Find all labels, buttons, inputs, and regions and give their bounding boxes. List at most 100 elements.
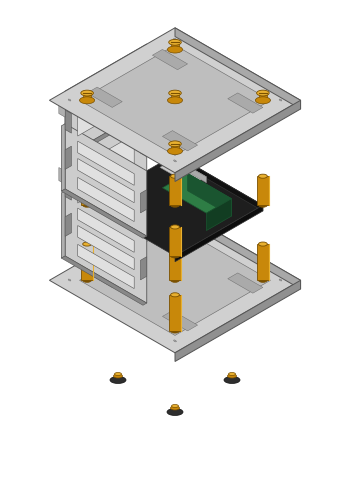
Ellipse shape xyxy=(170,406,180,410)
Polygon shape xyxy=(228,273,263,293)
Polygon shape xyxy=(171,42,179,49)
Ellipse shape xyxy=(170,203,180,207)
Ellipse shape xyxy=(167,408,183,415)
Polygon shape xyxy=(65,109,150,159)
Polygon shape xyxy=(87,154,263,256)
Polygon shape xyxy=(65,146,71,169)
Ellipse shape xyxy=(170,225,180,229)
Ellipse shape xyxy=(170,191,180,196)
Polygon shape xyxy=(175,28,301,109)
Ellipse shape xyxy=(68,99,71,101)
Polygon shape xyxy=(228,93,263,113)
Ellipse shape xyxy=(170,152,180,156)
Polygon shape xyxy=(169,125,181,154)
Ellipse shape xyxy=(174,279,176,281)
Ellipse shape xyxy=(170,242,180,246)
Polygon shape xyxy=(175,154,263,211)
Polygon shape xyxy=(169,295,181,331)
Polygon shape xyxy=(259,93,267,100)
Ellipse shape xyxy=(167,97,183,104)
Polygon shape xyxy=(140,257,147,280)
Ellipse shape xyxy=(83,174,91,178)
Polygon shape xyxy=(78,244,134,288)
Polygon shape xyxy=(81,244,93,280)
Ellipse shape xyxy=(167,46,183,53)
Polygon shape xyxy=(79,225,271,335)
Ellipse shape xyxy=(279,279,282,281)
Polygon shape xyxy=(87,267,122,287)
Ellipse shape xyxy=(170,254,180,258)
Ellipse shape xyxy=(169,90,181,96)
Ellipse shape xyxy=(256,97,271,104)
Ellipse shape xyxy=(110,377,126,383)
Ellipse shape xyxy=(113,374,122,378)
Ellipse shape xyxy=(279,99,282,101)
Polygon shape xyxy=(206,198,231,230)
Ellipse shape xyxy=(167,148,183,154)
Polygon shape xyxy=(162,173,231,213)
Polygon shape xyxy=(59,101,65,117)
Polygon shape xyxy=(169,244,181,280)
Ellipse shape xyxy=(83,203,91,207)
Ellipse shape xyxy=(174,218,176,220)
Polygon shape xyxy=(61,191,65,258)
Polygon shape xyxy=(65,91,69,159)
Ellipse shape xyxy=(170,123,180,127)
Ellipse shape xyxy=(259,174,267,178)
Ellipse shape xyxy=(169,39,181,45)
Polygon shape xyxy=(79,45,271,155)
Polygon shape xyxy=(87,87,122,107)
Ellipse shape xyxy=(79,97,94,104)
Polygon shape xyxy=(169,227,181,256)
Polygon shape xyxy=(65,124,147,236)
Ellipse shape xyxy=(170,329,180,333)
Polygon shape xyxy=(140,190,147,213)
Polygon shape xyxy=(78,159,134,203)
Ellipse shape xyxy=(229,373,236,376)
Ellipse shape xyxy=(174,38,176,40)
Polygon shape xyxy=(152,49,188,70)
Polygon shape xyxy=(171,144,179,151)
Polygon shape xyxy=(78,141,134,185)
Polygon shape xyxy=(171,93,179,100)
Polygon shape xyxy=(169,193,181,229)
Polygon shape xyxy=(162,311,198,331)
Ellipse shape xyxy=(259,278,267,282)
Polygon shape xyxy=(78,226,134,270)
Ellipse shape xyxy=(169,141,181,147)
Polygon shape xyxy=(175,208,301,289)
Polygon shape xyxy=(61,189,147,238)
Polygon shape xyxy=(61,256,147,305)
Ellipse shape xyxy=(68,279,71,281)
Ellipse shape xyxy=(259,242,267,246)
Polygon shape xyxy=(83,93,91,100)
Ellipse shape xyxy=(224,377,240,383)
Polygon shape xyxy=(65,177,71,200)
Polygon shape xyxy=(65,110,71,133)
Polygon shape xyxy=(78,68,134,136)
Polygon shape xyxy=(175,280,301,362)
Polygon shape xyxy=(175,159,206,183)
Ellipse shape xyxy=(174,99,176,101)
Polygon shape xyxy=(49,28,301,173)
Polygon shape xyxy=(257,244,269,280)
Ellipse shape xyxy=(83,242,91,246)
Polygon shape xyxy=(175,205,263,262)
Ellipse shape xyxy=(259,203,267,207)
Polygon shape xyxy=(65,213,71,236)
Polygon shape xyxy=(65,176,150,226)
Ellipse shape xyxy=(170,227,180,231)
Polygon shape xyxy=(175,100,301,182)
Ellipse shape xyxy=(114,373,121,376)
Polygon shape xyxy=(160,159,206,185)
Ellipse shape xyxy=(170,278,180,282)
Polygon shape xyxy=(134,57,140,74)
Polygon shape xyxy=(81,176,93,205)
Ellipse shape xyxy=(83,278,91,282)
Polygon shape xyxy=(78,135,134,203)
Ellipse shape xyxy=(257,90,269,96)
Polygon shape xyxy=(169,176,181,205)
Ellipse shape xyxy=(81,90,93,96)
Polygon shape xyxy=(134,124,140,141)
Polygon shape xyxy=(152,229,188,250)
